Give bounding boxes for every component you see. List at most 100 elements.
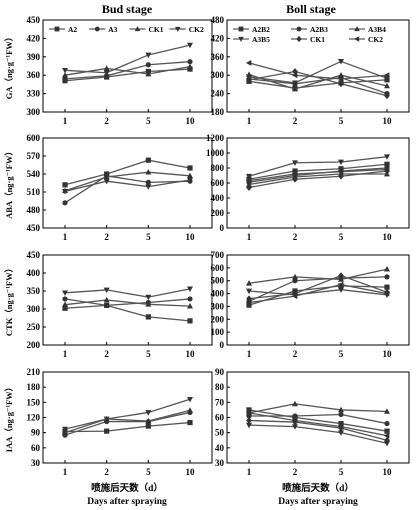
y-tick-label: 350 [27,286,41,296]
y-tick-label: 70 [215,397,225,407]
y-tick-label: 40 [215,443,225,453]
y-tick-label: 300 [211,301,225,311]
data-point-A3B4 [246,280,252,286]
data-point-CK1 [187,172,193,179]
y-tick-label: 120 [27,413,41,423]
series-line-CK2 [248,168,388,182]
data-point-CK2 [245,299,252,306]
y-tick-label: 420 [211,33,225,43]
y-tick-label: 300 [211,70,225,80]
data-point-A3B4 [384,266,390,272]
series-line-CK1 [248,70,388,97]
data-point-CK1 [246,76,252,84]
data-point-A2B2 [292,168,298,174]
data-point-A2B3 [338,411,344,418]
data-point-A3B4 [292,273,298,280]
series-line-A3B5 [248,289,388,296]
data-point-CK2 [383,72,390,79]
series-line-CK2 [248,412,388,437]
data-point-A2B3 [384,420,390,427]
data-point-CK1 [246,184,252,191]
panel-bud-iaa: 30 60 90 120 150 180 210 1 2 5 10 IAA（ng·g⁻¹FW） [4,367,213,477]
data-point-CK2 [103,287,110,294]
x-tick-label: 10 [186,349,196,359]
data-point-A3 [62,296,68,302]
series-line-CK1 [248,419,388,441]
plot-frame [42,371,213,464]
data-point-CK1 [145,169,152,175]
data-point-A3B5 [246,288,252,295]
data-point-A2 [187,419,193,426]
x-tick-label: 5 [146,467,151,477]
x-tick-label: 1 [247,232,252,242]
data-point-CK2 [291,417,298,424]
series-line-CK2 [64,179,191,193]
x-tick-label: 5 [339,467,344,477]
panel-bud-ctk: 200 250 300 350 400 450 1 2 5 10 CTK（ng·g⁻¹FW） [4,250,213,359]
series-line-CK2 [248,62,388,80]
y-tick-label: 480 [27,205,41,215]
y-tick-label: 420 [27,33,41,43]
legend-label-A3B5: A3B5 [252,35,270,44]
series-line-CK1 [64,409,191,434]
y-tick-label: 80 [215,382,225,392]
data-point-CK1 [62,429,68,436]
series-line-A3B4 [248,268,388,284]
y-tick-label: 330 [27,89,41,99]
data-point-CK1 [384,436,390,444]
data-point-A3 [62,76,68,82]
x-tick-label: 2 [104,467,109,477]
data-point-A3B4 [338,406,344,413]
y-axis-label: GA（ng·g⁻¹FW） [4,33,14,100]
x-tick-label: 2 [293,232,298,242]
x-axis-label-en-boll: Days after spraying [278,497,358,507]
data-point-CK1 [145,70,152,77]
series-line-CK2 [248,283,388,304]
y-tick-label: 1200 [206,133,225,143]
data-point-CK1 [145,301,152,307]
data-point-CK1 [338,80,344,88]
legend-marker-A3B5 [238,36,244,42]
legend-marker-A2B2 [238,26,244,32]
y-tick-label: 240 [211,89,225,99]
y-tick-label: 300 [27,107,41,117]
plot-frame [226,254,410,346]
y-axis-label: ABA（ng·g⁻¹FW） [4,147,14,219]
legend-marker-CK1 [296,35,302,43]
data-point-CK1 [62,72,68,78]
data-point-A3B5 [384,440,390,447]
data-point-A2 [62,182,68,188]
y-tick-label: 510 [27,187,41,197]
y-tick-label: 500 [211,276,225,286]
data-point-CK2 [187,396,193,403]
panel-boll-iaa: 30 40 50 60 70 80 90 1 2 5 10 [215,367,410,477]
x-tick-label: 1 [247,349,252,359]
y-tick-label: 250 [27,322,41,332]
data-point-CK1 [338,272,344,279]
data-point-A3B4 [292,85,298,92]
data-point-A2 [62,305,68,311]
y-tick-label: 1000 [206,148,225,158]
x-tick-label: 2 [293,116,298,126]
y-tick-label: 800 [211,163,225,173]
x-tick-label: 10 [186,467,196,477]
y-tick-label: 200 [211,208,225,218]
x-tick-label: 2 [293,349,298,359]
data-point-A3 [145,62,151,68]
data-point-CK2 [337,281,344,288]
legend-label-A2B2: A2B2 [252,25,270,34]
y-tick-label: 540 [27,169,41,179]
series-line-A2B3 [248,276,388,302]
data-point-A3B5 [338,430,344,436]
y-tick-label: 400 [27,268,41,278]
data-point-A2 [104,428,110,434]
plot-frame [42,19,213,113]
x-tick-label: 10 [383,232,393,242]
data-point-A2B3 [292,278,298,284]
plot-frame [226,19,410,113]
series-line-CK1 [64,299,191,307]
data-point-A3B5 [338,159,344,166]
x-tick-label: 10 [383,349,393,359]
series-line-A2B2 [248,285,388,306]
